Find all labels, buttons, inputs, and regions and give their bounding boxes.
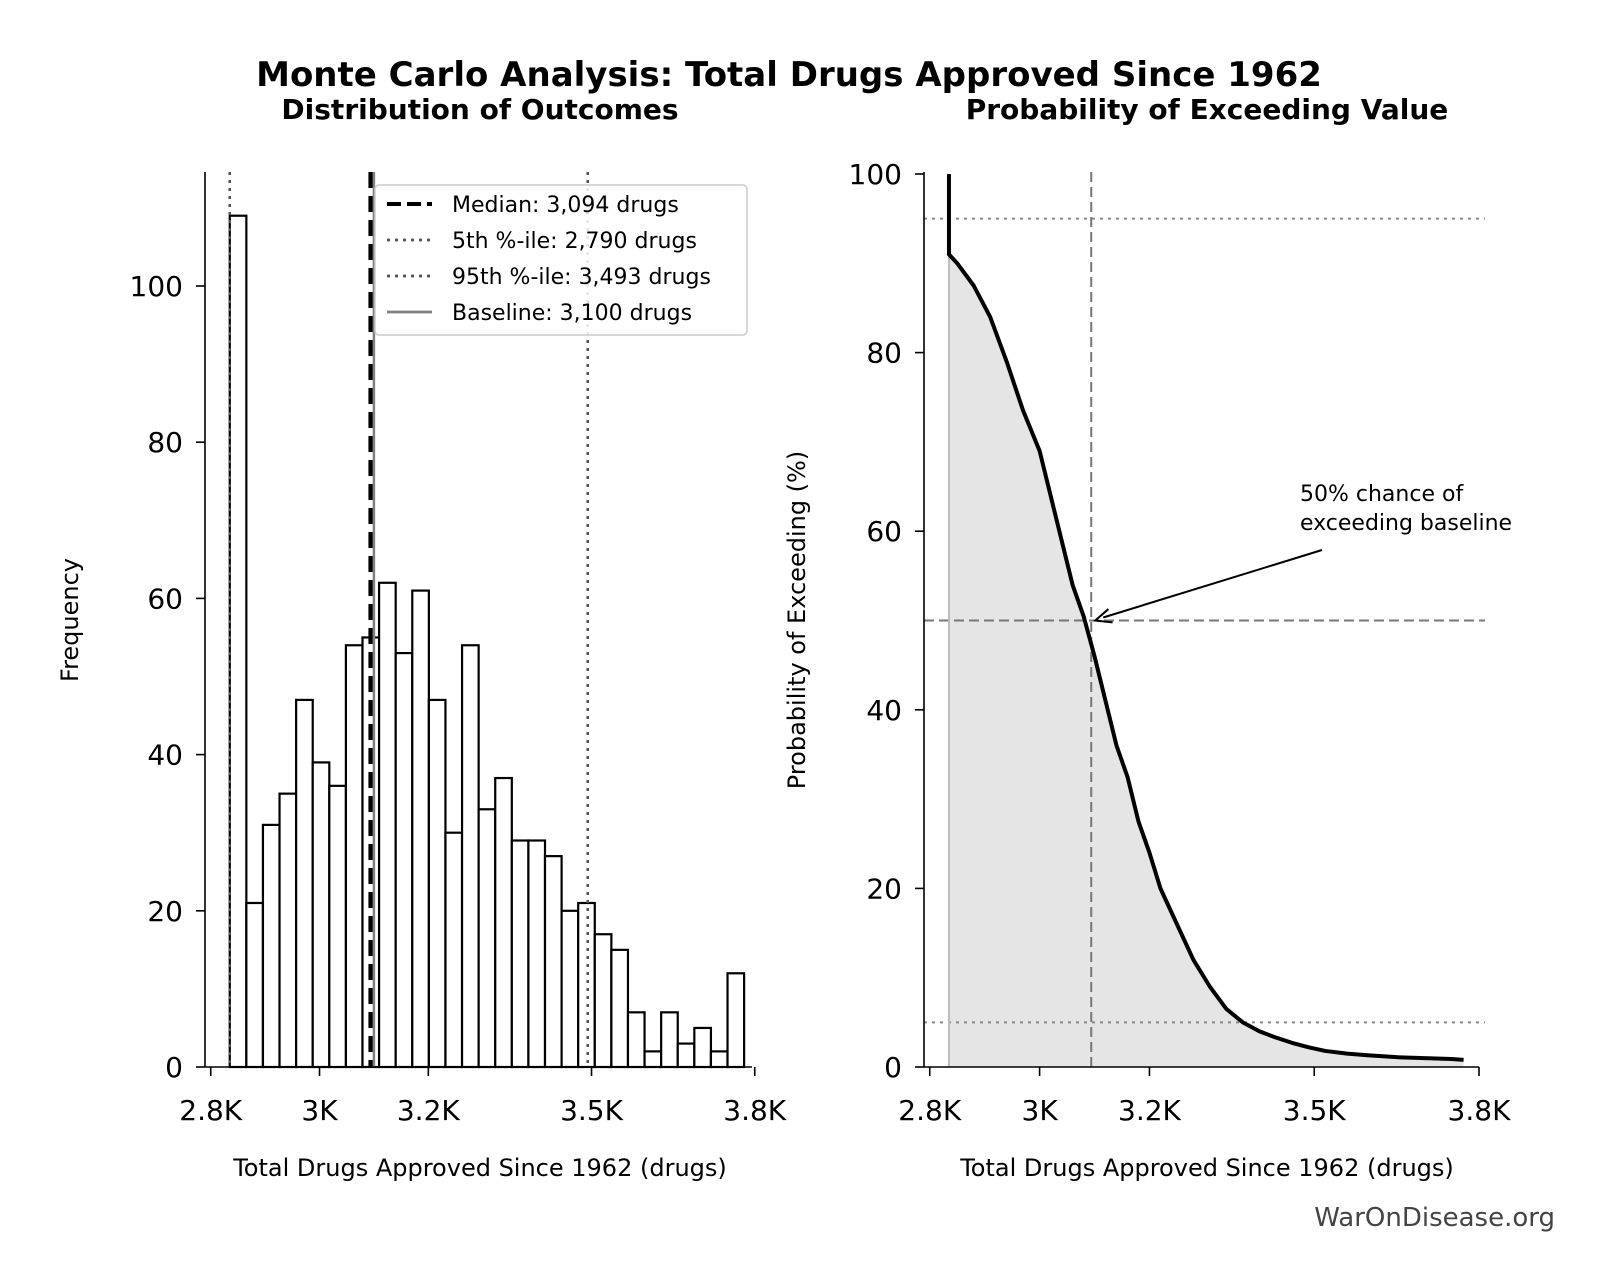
annotation-text: exceeding baseline: [1300, 511, 1512, 536]
annotation-arrow-shaft: [1102, 549, 1323, 619]
annotation-arrow-head: [1092, 608, 1113, 624]
histogram-bar: [643, 1050, 663, 1069]
histogram-bar: [344, 644, 364, 1069]
histogram-bar: [477, 808, 497, 1069]
histogram-y-tick-label: 60: [147, 582, 183, 615]
histogram-bar: [411, 589, 430, 1069]
legend-label: 95th %-ile: 3,493 drugs: [452, 265, 711, 290]
histogram-bar: [660, 1011, 679, 1069]
exceedance-marks: [924, 172, 1485, 1067]
histogram-bar: [593, 933, 613, 1069]
histogram-x-label: Total Drugs Approved Since 1962 (drugs): [232, 1154, 727, 1182]
histogram-legend: Median: 3,094 drugs 5th %-ile: 2,790 drug…: [374, 184, 748, 336]
legend-label: 5th %-ile: 2,790 drugs: [452, 229, 697, 254]
histogram-x-tick-label: 3K: [301, 1094, 338, 1127]
exceedance-x-tick-label: 3.8K: [1448, 1094, 1512, 1127]
histogram-x-tick-label: 3.8K: [723, 1094, 787, 1127]
histogram-x-tick-label: 2.8K: [179, 1094, 243, 1127]
histogram-bar: [494, 776, 513, 1069]
histogram-bar: [394, 651, 414, 1069]
histogram-bar: [510, 839, 530, 1069]
exceedance-x-tick-label: 3.2K: [1118, 1094, 1182, 1127]
histogram-y-tick-label: 40: [147, 739, 183, 772]
histogram-bar: [626, 1011, 646, 1069]
histogram-axes: 0 20 40 60 80 100 2.8K 3K 3.2K 3.5K 3.8K: [130, 172, 787, 1127]
histogram-y-tick-label: 20: [147, 895, 183, 928]
legend-box: [374, 184, 748, 336]
exceedance-x-tick-label: 2.8K: [898, 1094, 962, 1127]
exceedance-y-tick-label: 40: [866, 694, 902, 727]
histogram-title: Distribution of Outcomes: [281, 93, 678, 126]
exceedance-line: [946, 174, 1464, 1062]
legend-label: Median: 3,094 drugs: [452, 193, 679, 218]
histogram-chart: Distribution of Outcomes 0 20 40 60 80 100 2.8…: [56, 93, 787, 1182]
histogram-bar: [427, 698, 447, 1069]
exceedance-y-tick-label: 80: [866, 337, 902, 370]
exceedance-x-label: Total Drugs Approved Since 1962 (drugs): [959, 1154, 1454, 1182]
histogram-bar: [295, 698, 314, 1069]
histogram-bar: [245, 901, 265, 1069]
histogram-bar: [709, 1050, 729, 1069]
exceedance-axes: 0 20 40 60 80 100 2.8K 3K 3.2K 3.5K 3.8K: [849, 158, 1512, 1127]
histogram-x-tick-label: 3.2K: [397, 1094, 461, 1127]
exceedance-chart: Probability of Exceeding Value 0 20 40 60 80…: [783, 93, 1512, 1182]
histogram-bar: [726, 972, 746, 1069]
histogram-y-tick-label: 0: [165, 1051, 183, 1084]
exceedance-y-tick-label: 0: [884, 1051, 902, 1084]
exceedance-y-tick-label: 60: [866, 515, 902, 548]
histogram-y-label: Frequency: [56, 558, 84, 682]
exceedance-y-tick-label: 100: [849, 158, 902, 191]
histogram-bar: [577, 901, 596, 1069]
histogram-bar: [311, 761, 331, 1069]
histogram-bar: [460, 644, 480, 1069]
histogram-bar: [693, 1026, 713, 1069]
histogram-bar: [377, 581, 397, 1069]
histogram-bar: [610, 948, 630, 1069]
watermark: WarOnDisease.org: [1314, 1203, 1555, 1233]
exceedance-y-tick-label: 20: [866, 872, 902, 905]
exceedance-y-label: Probability of Exceeding (%): [783, 451, 811, 789]
exceedance-fill: [948, 174, 1464, 1067]
exceedance-x-tick-label: 3.5K: [1283, 1094, 1347, 1127]
histogram-bar: [278, 792, 298, 1069]
exceedance-title: Probability of Exceeding Value: [966, 93, 1449, 126]
legend-label: Baseline: 3,100 drugs: [452, 301, 692, 326]
histogram-bar: [527, 839, 547, 1069]
histogram-y-tick-label: 80: [147, 426, 183, 459]
histogram-bar: [543, 855, 563, 1069]
histogram-bar: [676, 1042, 696, 1069]
annotation-text: 50% chance of: [1300, 482, 1464, 507]
histogram-y-tick-label: 100: [130, 270, 183, 303]
histogram-bar: [228, 214, 248, 1069]
histogram-x-tick-label: 3.5K: [560, 1094, 624, 1127]
baseline-annotation: 50% chance of exceeding baseline: [1092, 482, 1512, 624]
exceedance-x-tick-label: 3K: [1022, 1094, 1059, 1127]
histogram-bar: [328, 784, 348, 1069]
histogram-bar: [560, 909, 580, 1069]
figure-title: Monte Carlo Analysis: Total Drugs Approv…: [256, 55, 1322, 95]
histogram-bar: [261, 823, 281, 1069]
histogram-bar: [444, 831, 464, 1069]
